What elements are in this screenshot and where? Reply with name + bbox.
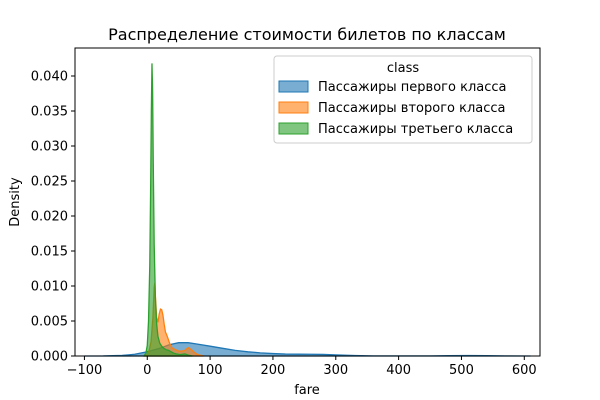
- y-tick-label: 0.015: [31, 245, 68, 260]
- legend-label: Пассажиры первого класса: [318, 80, 506, 95]
- x-tick-label: 400: [386, 363, 411, 378]
- x-tick-label: 300: [323, 363, 348, 378]
- legend: class Пассажиры первого классаПассажиры …: [273, 55, 533, 144]
- y-tick-label: 0.035: [31, 105, 68, 120]
- legend-label: Пассажиры третьего класса: [318, 122, 513, 137]
- y-tick-label: 0.000: [31, 350, 68, 365]
- y-tick-label: 0.010: [31, 280, 68, 295]
- y-axis-label: Density: [8, 177, 23, 227]
- plot-frame: [74, 47, 541, 357]
- density-areas: [84, 63, 531, 357]
- y-axis: 0.000 0.005 0.010 0.015 0.020 0.025 0.030 0.035…: [31, 70, 75, 365]
- chart-title: Распределение стоимости билетов по класс…: [108, 25, 506, 44]
- y-tick-label: 0.040: [31, 70, 68, 85]
- legend-title: class: [387, 61, 419, 76]
- x-tick-label: 600: [512, 363, 537, 378]
- legend-label: Пассажиры второго класса: [318, 101, 506, 116]
- x-axis-label: fare: [294, 383, 320, 398]
- x-tick-label: 0: [143, 363, 151, 378]
- y-tick-label: 0.025: [31, 175, 68, 190]
- legend-box: [273, 55, 533, 144]
- legend-swatch: [278, 122, 309, 135]
- y-tick-label: 0.030: [31, 140, 68, 155]
- x-tick-label: 500: [449, 363, 474, 378]
- legend-swatch: [278, 101, 309, 114]
- x-tick-label: 100: [198, 363, 223, 378]
- x-tick-label: 200: [261, 363, 286, 378]
- x-axis: −100 0 100 200 300 400 500 600: [67, 356, 537, 378]
- legend-items: Пассажиры первого класса Пассажиры второг…: [278, 80, 513, 137]
- x-tick-label: −100: [67, 363, 103, 378]
- y-tick-label: 0.005: [31, 315, 68, 330]
- legend-swatch: [278, 80, 309, 93]
- y-tick-label: 0.020: [31, 210, 68, 225]
- density-area-series-3: [143, 63, 193, 357]
